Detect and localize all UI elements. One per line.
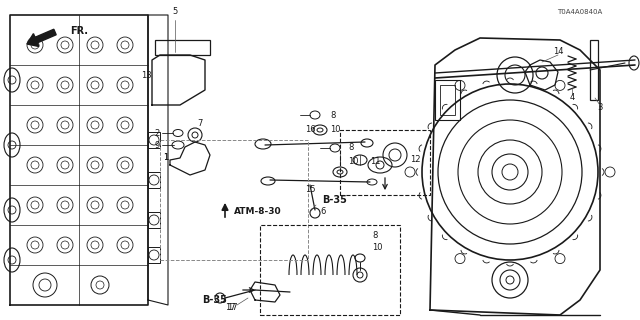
- Text: 4: 4: [570, 93, 575, 102]
- Text: 12: 12: [410, 156, 420, 164]
- Text: 3: 3: [597, 103, 603, 113]
- Text: 1: 1: [163, 154, 168, 163]
- Text: ATM-8-30: ATM-8-30: [234, 207, 282, 217]
- Text: 17: 17: [225, 302, 236, 311]
- Text: 17: 17: [227, 303, 237, 313]
- Bar: [440, 85, 455, 115]
- Text: 1: 1: [163, 153, 168, 162]
- Text: 10: 10: [330, 125, 340, 134]
- Text: 13: 13: [141, 70, 152, 79]
- Text: B-35: B-35: [203, 295, 227, 305]
- Bar: [590, 40, 598, 100]
- Text: B-35: B-35: [323, 195, 348, 205]
- Text: FR.: FR.: [70, 26, 88, 36]
- Text: 8: 8: [372, 230, 378, 239]
- Text: 16: 16: [305, 125, 316, 134]
- Bar: [435, 80, 460, 120]
- Text: 8: 8: [348, 143, 353, 153]
- Text: 2: 2: [154, 129, 159, 138]
- Text: 10: 10: [372, 244, 383, 252]
- FancyArrow shape: [27, 29, 56, 46]
- Text: 15: 15: [305, 186, 316, 195]
- Text: 7: 7: [197, 119, 203, 129]
- Bar: [148, 212, 160, 228]
- Bar: [148, 172, 160, 188]
- Bar: [160, 140, 308, 260]
- Bar: [340, 130, 430, 195]
- Text: 6: 6: [320, 207, 325, 217]
- Bar: [260, 225, 400, 315]
- Text: T0A4A0840A: T0A4A0840A: [557, 9, 603, 15]
- Text: 8: 8: [330, 110, 335, 119]
- Text: 11: 11: [370, 157, 381, 166]
- Text: 5: 5: [172, 7, 178, 17]
- Text: 9: 9: [154, 140, 159, 149]
- Bar: [148, 247, 160, 263]
- Text: 14: 14: [553, 47, 563, 57]
- Bar: [155, 40, 210, 55]
- Bar: [148, 132, 160, 148]
- Text: 10: 10: [348, 157, 358, 166]
